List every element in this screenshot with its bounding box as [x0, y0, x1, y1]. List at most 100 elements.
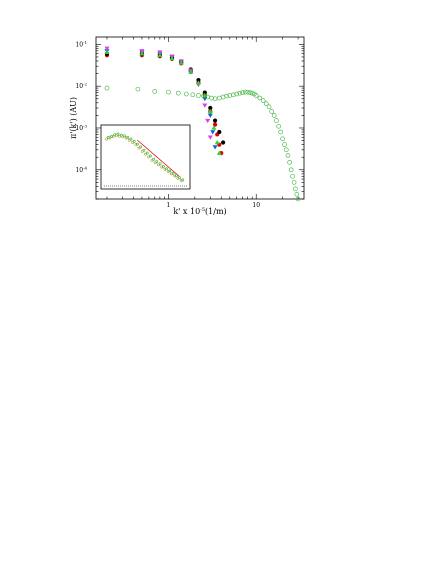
data-point — [274, 118, 279, 123]
y-tick-label: 10-4 — [75, 165, 87, 174]
y-axis-label: π'(k') (AU) — [69, 97, 78, 139]
inset-data-point — [161, 165, 165, 168]
inset-data-point — [132, 139, 136, 143]
x-tick-label: 10 — [252, 202, 260, 209]
data-point — [201, 93, 206, 99]
inset-data-point — [145, 151, 149, 155]
data-point — [234, 91, 240, 97]
data-point — [249, 90, 255, 96]
inset-data-point — [134, 143, 138, 147]
data-point — [176, 90, 181, 96]
data-point — [104, 49, 110, 54]
data-point — [240, 90, 245, 95]
inset-frame — [100, 124, 191, 190]
y-tick-exponent: -2 — [83, 82, 87, 87]
data-point — [211, 125, 217, 130]
inset-data-point — [111, 135, 115, 139]
data-point — [276, 123, 281, 129]
data-point — [282, 142, 287, 147]
data-point — [190, 92, 196, 98]
data-point — [294, 191, 300, 197]
data-point — [295, 196, 301, 202]
data-point — [269, 109, 274, 114]
inset-data-point — [170, 172, 173, 176]
inset-data-point — [105, 137, 109, 141]
x-axis-label-unit: (1/m) — [205, 207, 227, 216]
y-tick-label: 10-2 — [75, 82, 87, 91]
inset-data-point — [163, 167, 167, 171]
inset-data-point — [181, 178, 185, 182]
data-point — [231, 92, 236, 98]
data-point — [135, 86, 141, 92]
data-point — [205, 118, 211, 124]
inset-series-2 — [106, 132, 185, 182]
plot-frame — [95, 36, 305, 200]
x-axis-label-main: k' x 10 — [173, 207, 200, 216]
data-point — [196, 93, 201, 98]
data-point — [283, 147, 289, 153]
data-point — [207, 113, 213, 118]
inset-data-point — [174, 174, 178, 177]
data-point — [212, 96, 218, 102]
data-point — [288, 167, 294, 173]
data-point — [220, 94, 226, 100]
inset-data-point — [119, 133, 123, 137]
data-point — [278, 129, 283, 135]
inset-data-point — [166, 170, 170, 173]
data-point — [139, 51, 145, 56]
data-point — [202, 90, 207, 95]
data-point — [216, 150, 222, 155]
inset-data-point — [171, 171, 175, 175]
data-point — [214, 139, 220, 145]
data-point — [157, 52, 163, 57]
inset-data-point — [108, 136, 112, 140]
data-point — [263, 101, 269, 107]
inset-data-point — [142, 148, 146, 152]
inset-data-point — [110, 134, 113, 138]
data-point — [209, 95, 214, 101]
data-point — [247, 90, 253, 95]
inset-data-point — [158, 162, 162, 166]
x-axis-label: k' x 10-5(1/m) — [173, 207, 226, 216]
inset-data-point — [160, 165, 164, 169]
inset-data-point — [173, 174, 177, 178]
x-tick-label: 1 — [166, 202, 170, 209]
data-point — [104, 46, 110, 51]
data-point — [184, 91, 189, 97]
series-4 — [104, 46, 213, 140]
inset-data-point — [152, 157, 156, 161]
data-point — [208, 105, 213, 111]
data-point — [257, 95, 263, 101]
data-point — [210, 130, 216, 135]
x-axis-label-exponent: -5 — [200, 207, 205, 213]
data-point — [152, 89, 158, 94]
inset-data-point — [155, 160, 159, 163]
data-point — [217, 129, 222, 135]
data-point — [271, 113, 277, 118]
data-point — [242, 89, 248, 95]
inset-data-point — [139, 145, 143, 149]
inset-data-point — [124, 136, 128, 140]
y-tick-label: 10-3 — [75, 123, 87, 132]
data-point — [266, 104, 272, 110]
data-point — [212, 145, 218, 150]
data-point — [166, 89, 171, 95]
data-point — [195, 80, 201, 85]
inset-data-point — [179, 179, 183, 182]
data-point — [212, 118, 218, 123]
y-tick-exponent: -1 — [83, 40, 87, 45]
inset-layer — [104, 132, 187, 187]
inset-fit-line — [137, 139, 180, 177]
inset-data-point — [106, 135, 110, 139]
inset-data-point — [116, 132, 120, 136]
inset-data-point — [129, 137, 133, 141]
axis-ticks — [96, 37, 304, 200]
data-point — [285, 153, 291, 158]
data-point — [237, 90, 243, 96]
data-point — [196, 77, 201, 83]
data-point — [178, 60, 184, 65]
data-point — [104, 85, 110, 91]
data-point — [253, 93, 259, 98]
inset-data-point — [178, 176, 181, 180]
y-tick-label: 10-1 — [75, 40, 87, 49]
